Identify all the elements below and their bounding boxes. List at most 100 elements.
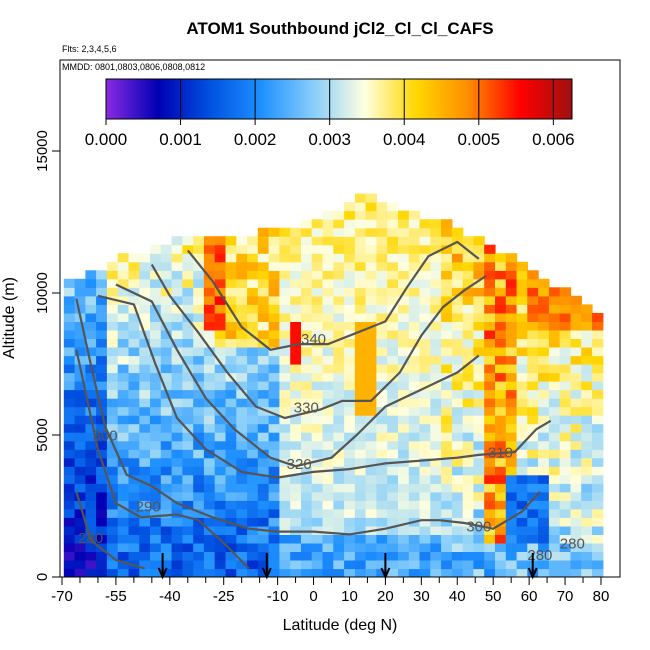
heatmap-cell: [236, 440, 248, 450]
heatmap-cell: [268, 278, 280, 288]
heatmap-cell: [171, 508, 183, 518]
heatmap-cell: [203, 338, 216, 348]
heatmap-cell: [203, 440, 216, 450]
heatmap-cell: [408, 304, 421, 314]
heatmap-cell: [225, 449, 237, 459]
heatmap-cell: [441, 491, 453, 501]
heatmap-cell: [247, 329, 259, 339]
heatmap-cell: [214, 338, 227, 348]
heatmap-cell: [268, 483, 280, 493]
heatmap-cell: [128, 364, 140, 374]
heatmap-cell: [462, 517, 475, 527]
heatmap-cell: [473, 304, 485, 314]
heatmap-cell: [160, 270, 173, 280]
heatmap-cell: [408, 338, 421, 348]
heatmap-cell: [365, 253, 377, 263]
heatmap-cell: [203, 244, 216, 254]
heatmap-cell: [570, 449, 582, 459]
heatmap-cell: [495, 287, 507, 297]
heatmap-cell: [354, 219, 367, 229]
heatmap-cell: [581, 517, 593, 527]
heatmap-cell: [538, 500, 550, 510]
heatmap-cell: [387, 406, 399, 416]
heatmap-cell: [527, 321, 539, 331]
heatmap-cell: [225, 295, 237, 305]
heatmap-cell: [247, 295, 259, 305]
heatmap-cell: [96, 525, 108, 535]
heatmap-cell: [419, 261, 431, 271]
heatmap-cell: [322, 398, 334, 408]
heatmap-cell: [106, 542, 119, 552]
heatmap-cell: [214, 329, 227, 339]
contour-label: 280: [78, 530, 103, 547]
heatmap-cell: [387, 227, 399, 237]
heatmap-cell: [387, 517, 399, 527]
heatmap-cell: [495, 517, 507, 527]
heatmap-cell: [419, 381, 431, 391]
heatmap-cell: [171, 261, 183, 271]
heatmap-cell: [85, 381, 97, 391]
heatmap-cell: [333, 329, 345, 339]
heatmap-cell: [516, 338, 528, 348]
heatmap-cell: [408, 525, 421, 535]
heatmap-cell: [398, 415, 410, 425]
heatmap-cell: [451, 227, 464, 237]
heatmap-cell: [516, 270, 528, 280]
heatmap-cell: [236, 372, 248, 382]
heatmap-cell: [365, 219, 377, 229]
heatmap-cell: [150, 415, 162, 425]
heatmap-cell: [322, 270, 334, 280]
heatmap-cell: [257, 466, 270, 476]
heatmap-cell: [268, 355, 280, 365]
heatmap-cell: [311, 261, 324, 271]
heatmap-cell: [344, 449, 356, 459]
heatmap-cell: [290, 406, 302, 416]
heatmap-cell: [106, 415, 119, 425]
heatmap-cell: [408, 449, 421, 459]
heatmap-cell: [473, 338, 485, 348]
heatmap-cell: [527, 398, 539, 408]
heatmap-cell: [376, 500, 388, 510]
heatmap-cell: [193, 525, 205, 535]
heatmap-cell: [365, 440, 377, 450]
heatmap-cell: [365, 491, 377, 501]
heatmap-cell: [387, 372, 399, 382]
heatmap-cell: [408, 542, 421, 552]
heatmap-cell: [225, 508, 237, 518]
heatmap-cells: [63, 193, 604, 577]
heatmap-cell: [548, 534, 561, 544]
heatmap-cell: [171, 270, 183, 280]
heatmap-cell: [236, 278, 248, 288]
heatmap-cell: [139, 517, 151, 527]
heatmap-cell: [365, 202, 377, 212]
heatmap-cell: [570, 329, 582, 339]
heatmap-cell: [365, 551, 377, 561]
heatmap-cell: [538, 329, 550, 339]
heatmap-cell: [74, 542, 86, 552]
heatmap-cell: [268, 423, 280, 433]
heatmap-cell: [311, 338, 324, 348]
heatmap-cell: [96, 500, 108, 510]
heatmap-cell: [592, 466, 604, 476]
heatmap-cell: [354, 355, 367, 365]
heatmap-cell: [139, 406, 151, 416]
heatmap-cell: [333, 491, 345, 501]
heatmap-cell: [139, 381, 151, 391]
heatmap-cell: [290, 432, 302, 442]
heatmap-cell: [268, 542, 280, 552]
heatmap-cell: [225, 406, 237, 416]
heatmap-cell: [193, 304, 205, 314]
heatmap-cell: [63, 321, 76, 331]
heatmap-cell: [430, 449, 442, 459]
heatmap-cell: [279, 338, 291, 348]
heatmap-cell: [279, 517, 291, 527]
heatmap-cell: [538, 304, 550, 314]
heatmap-cell: [322, 568, 334, 577]
heatmap-cell: [527, 389, 539, 399]
heatmap-cell: [430, 253, 442, 263]
heatmap-cell: [268, 560, 280, 570]
heatmap-cell: [505, 500, 518, 510]
heatmap-cell: [398, 517, 410, 527]
heatmap-cell: [279, 253, 291, 263]
heatmap-cell: [354, 568, 367, 577]
